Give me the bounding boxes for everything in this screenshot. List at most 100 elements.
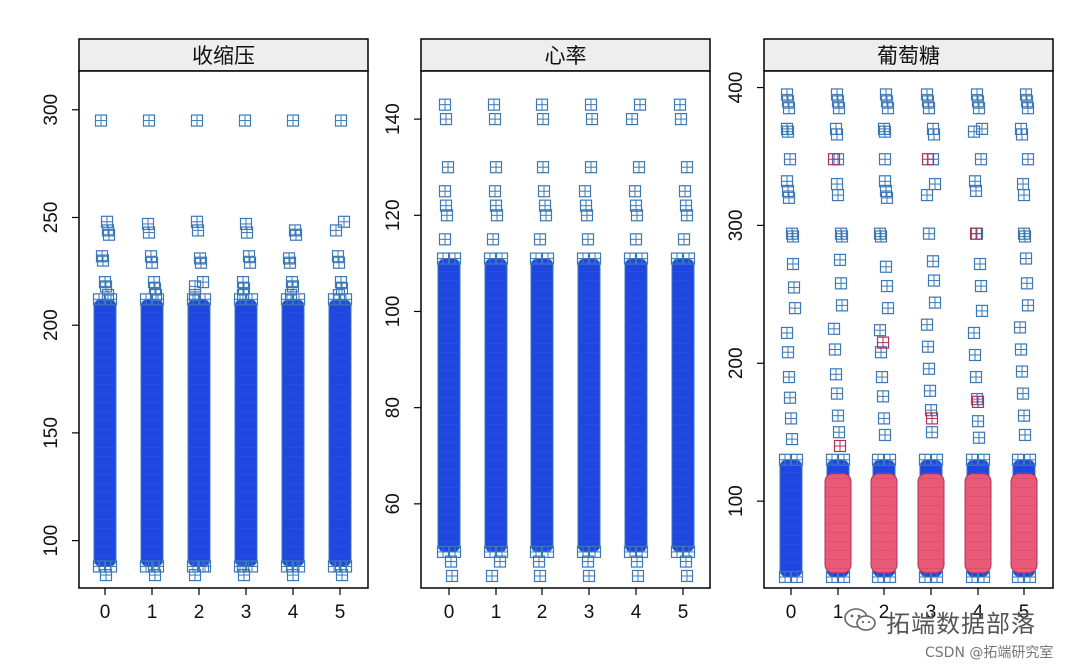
- point-marker: [778, 570, 792, 584]
- point-marker: [237, 568, 251, 582]
- point-marker: [1013, 321, 1027, 334]
- point-marker: [880, 95, 894, 108]
- point-marker: [786, 230, 800, 243]
- point-marker: [148, 282, 162, 295]
- point-marker: [883, 453, 897, 466]
- x-tick-label: 3: [241, 602, 252, 623]
- point-marker: [288, 224, 302, 237]
- point-marker: [975, 304, 989, 317]
- point-marker: [148, 568, 162, 582]
- y-tick-label: 120: [383, 199, 404, 231]
- highlight-point-band: [1010, 473, 1038, 574]
- point-marker: [782, 102, 796, 115]
- point-marker: [445, 569, 459, 583]
- highlight-point-band: [870, 473, 898, 574]
- point-marker: [920, 318, 934, 331]
- point-marker: [631, 569, 645, 583]
- point-marker: [541, 252, 555, 265]
- point-marker: [924, 404, 938, 417]
- point-marker: [922, 362, 936, 375]
- point-marker: [871, 453, 885, 466]
- point-marker: [623, 545, 637, 559]
- point-marker: [285, 276, 299, 289]
- point-marker: [629, 233, 643, 246]
- point-marker: [832, 102, 846, 115]
- plot-area: [778, 88, 1038, 584]
- point-marker: [588, 545, 602, 559]
- point-marker: [438, 185, 452, 198]
- point-marker: [536, 112, 550, 126]
- point-marker: [670, 545, 684, 559]
- point-marker: [969, 227, 983, 240]
- point-marker: [877, 122, 891, 136]
- point-marker: [436, 545, 450, 559]
- point-marker: [785, 227, 799, 240]
- dense-point-band: [671, 258, 695, 553]
- point-marker: [576, 252, 590, 265]
- point-marker: [145, 256, 159, 269]
- point-marker: [833, 253, 847, 266]
- point-marker: [971, 95, 985, 108]
- point-marker: [488, 112, 502, 126]
- point-marker: [876, 390, 890, 403]
- point-marker: [831, 95, 845, 108]
- point-marker: [101, 288, 115, 302]
- point-marker: [582, 569, 596, 583]
- y-tick-label: 140: [383, 103, 404, 135]
- point-marker: [142, 114, 156, 127]
- point-marker: [972, 431, 986, 444]
- point-marker: [533, 233, 547, 246]
- point-marker: [925, 426, 939, 439]
- point-marker: [878, 428, 892, 442]
- dense-point-band: [779, 459, 803, 578]
- dense-point-band: [530, 258, 554, 553]
- x-tick-label: 5: [678, 602, 689, 623]
- point-marker: [483, 252, 497, 265]
- point-marker: [786, 257, 800, 271]
- plot-frame: [420, 70, 711, 589]
- point-marker: [879, 260, 893, 273]
- y-tick-label: 200: [726, 347, 747, 379]
- panel-strip: [78, 38, 369, 72]
- point-marker: [790, 570, 804, 584]
- point-marker: [1011, 453, 1025, 466]
- panel-title: 葡萄糖: [877, 44, 940, 68]
- point-marker: [286, 568, 300, 582]
- point-marker: [1016, 387, 1030, 400]
- x-tick-label: 2: [537, 602, 548, 623]
- point-marker: [541, 545, 555, 559]
- x-tick-label: 2: [879, 602, 890, 623]
- point-marker: [585, 112, 599, 126]
- plot-frame: [763, 70, 1054, 589]
- point-marker: [101, 224, 115, 237]
- point-marker: [781, 125, 795, 138]
- point-marker: [876, 336, 890, 349]
- point-marker: [972, 102, 986, 115]
- point-marker: [630, 209, 644, 222]
- point-marker: [332, 288, 346, 302]
- point-marker: [880, 191, 894, 204]
- point-marker: [292, 293, 306, 306]
- point-marker: [967, 326, 981, 340]
- point-marker: [139, 293, 153, 306]
- point-marker: [539, 209, 553, 222]
- panel-systolic: 收缩压 100 150 200 250 300 0 1 2 3 4 5: [41, 38, 369, 623]
- watermark-main: 拓端数据部落: [886, 610, 1036, 638]
- point-marker: [881, 102, 895, 115]
- point-marker: [104, 293, 118, 306]
- x-tick-label: 0: [786, 602, 797, 623]
- point-marker: [236, 288, 250, 302]
- point-marker: [483, 545, 497, 559]
- point-marker: [282, 252, 296, 265]
- point-marker: [628, 185, 642, 198]
- point-marker: [284, 288, 298, 302]
- dense-point-band: [624, 258, 648, 553]
- point-marker: [584, 161, 598, 174]
- point-marker: [783, 391, 797, 404]
- point-marker: [830, 387, 844, 400]
- point-marker: [788, 302, 802, 315]
- y-tick-label: 80: [383, 397, 404, 418]
- x-tick-label: 5: [1019, 602, 1030, 623]
- point-marker: [920, 88, 934, 101]
